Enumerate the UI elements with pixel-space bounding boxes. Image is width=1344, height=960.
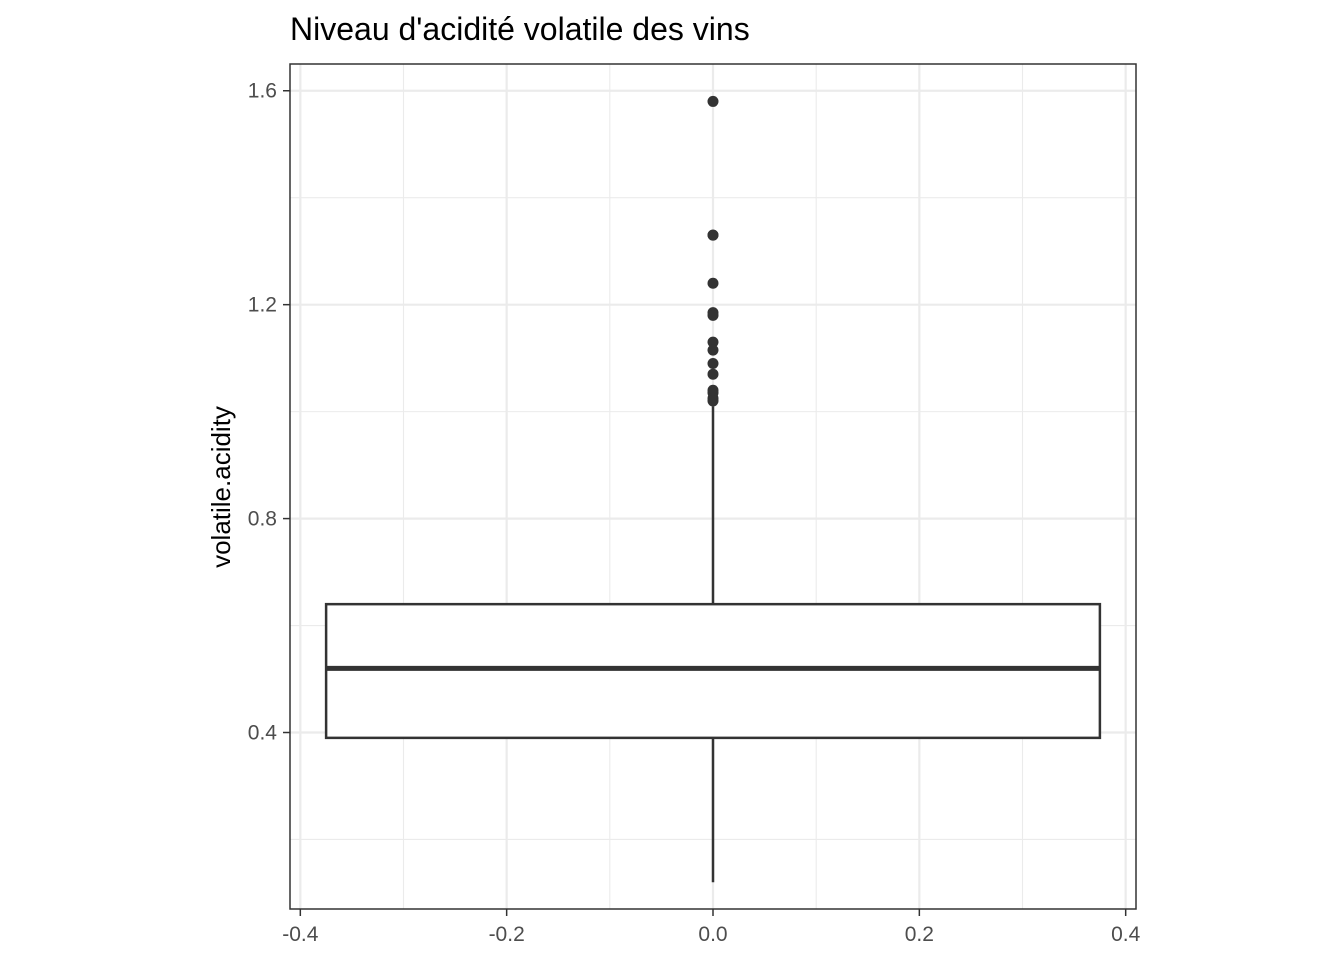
x-tick-label: -0.4 — [282, 923, 319, 946]
x-tick-label: 0.4 — [1111, 923, 1141, 946]
x-tick-label: 0.2 — [905, 923, 934, 946]
outlier-point — [707, 309, 719, 321]
outlier-point — [707, 344, 719, 356]
interquartile-box — [324, 602, 1102, 740]
y-axis: 0.4 0.8 1.2 1.6 — [248, 80, 290, 745]
outlier-point — [707, 336, 719, 348]
chart-title: Niveau d'acidité volatile des vins — [290, 11, 750, 47]
boxplot-marks — [324, 95, 1102, 883]
outlier-point — [707, 395, 719, 407]
x-tick-label: 0.0 — [698, 923, 727, 946]
outlier-point — [707, 357, 719, 369]
x-axis: -0.4 -0.2 0.0 0.2 0.4 — [282, 909, 1141, 946]
outlier-point — [707, 277, 719, 289]
y-tick-label: 1.2 — [248, 294, 277, 317]
y-tick-label: 0.8 — [248, 508, 277, 531]
outlier-point — [707, 95, 719, 107]
y-tick-label: 1.6 — [248, 80, 277, 103]
outlier-point — [707, 368, 719, 380]
outlier-point — [707, 229, 719, 241]
y-axis-title: volatile.acidity — [206, 406, 236, 568]
x-tick-label: -0.2 — [489, 923, 525, 946]
y-tick-label: 0.4 — [248, 722, 278, 745]
